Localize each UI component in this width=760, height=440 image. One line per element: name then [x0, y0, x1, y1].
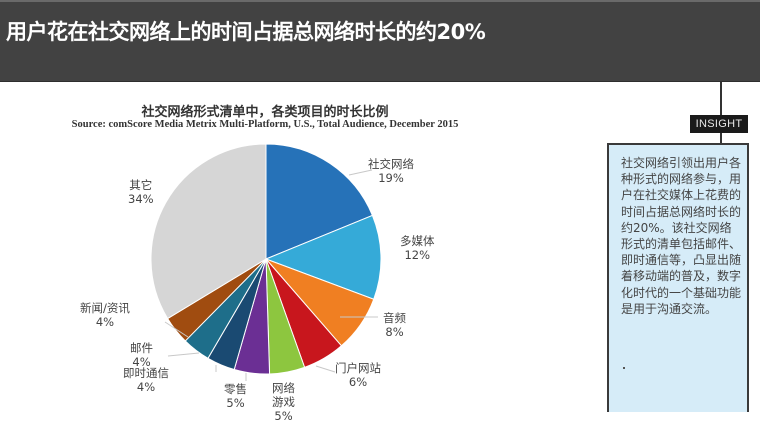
leader-line: [164, 321, 189, 338]
leader-line: [315, 365, 336, 373]
label-im: 即时通信 4%: [123, 366, 169, 394]
label-news: 新闻/资讯 4%: [80, 301, 130, 329]
label-social: 社交网络 19%: [368, 157, 414, 185]
decorative-dot: [623, 367, 625, 369]
chart-source: Source: comScore Media Metrix Multi-Plat…: [71, 119, 459, 130]
insight-box: 社交网络引领出用户各种形式的网络参与，用户在社交媒体上花费的时间占据总网络时长的…: [607, 143, 749, 412]
label-gaming: 网络 游戏 5%: [272, 381, 295, 423]
page-title: 用户花在社交网络上的时间占据总网络时长的约20%: [6, 20, 486, 44]
label-multimedia: 多媒体 12%: [400, 234, 435, 262]
label-other: 其它 34%: [128, 178, 154, 206]
label-retail: 零售 5%: [224, 382, 247, 410]
label-audio: 音频 8%: [383, 311, 406, 339]
pie-slice: [264, 214, 382, 300]
leader-line: [348, 169, 373, 176]
chart-title: 社交网络形式清单中，各类项目的时长比例: [141, 105, 389, 120]
pie-slice: [150, 143, 267, 320]
insight-tag: INSIGHT: [690, 115, 748, 133]
label-email: 邮件 4%: [130, 341, 153, 369]
label-portal: 门户网站 6%: [335, 361, 381, 389]
pie-slice: [265, 143, 374, 260]
insight-connector: [720, 82, 722, 144]
insight-text: 社交网络引领出用户各种形式的网络参与，用户在社交媒体上花费的时间占据总网络时长的…: [621, 156, 742, 316]
header-bar: 用户花在社交网络上的时间占据总网络时长的约20%: [0, 0, 760, 82]
leader-line: [167, 352, 200, 357]
